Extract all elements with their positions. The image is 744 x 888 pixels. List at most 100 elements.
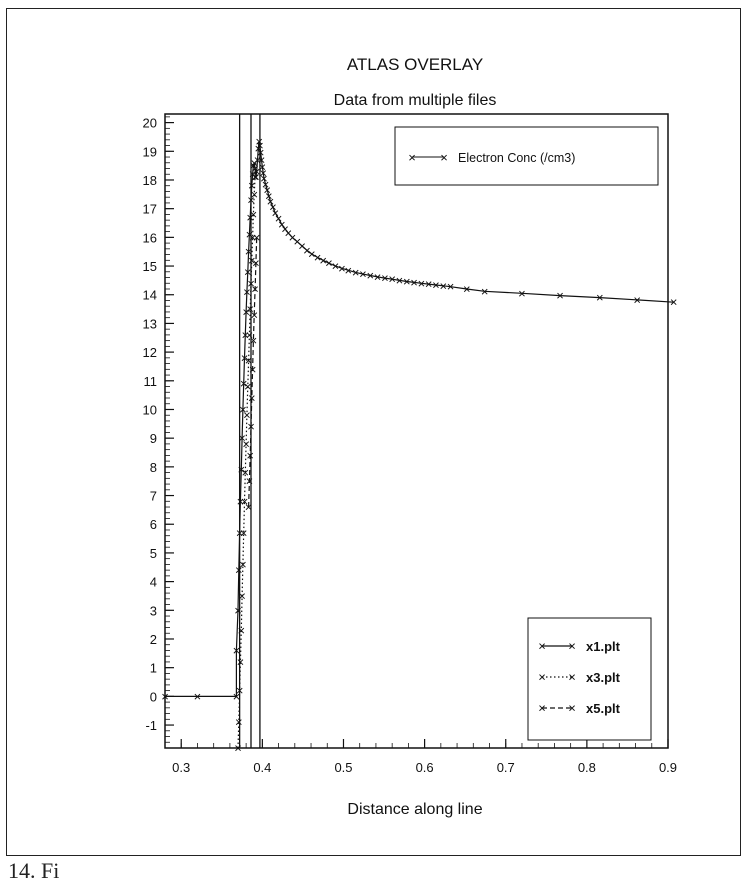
legend-quantity: × × Electron Conc (/cm3) [394,126,659,186]
data-point-marker: × [251,281,259,296]
data-point-marker: × [298,238,306,253]
data-point-marker: × [366,268,374,283]
y-tick-label: 13 [143,316,157,331]
data-point-marker: × [240,376,248,391]
data-point-marker: × [254,152,262,167]
data-point-marker: × [247,419,255,434]
data-point-marker: × [670,295,678,310]
legend-label-0: x1.plt [586,639,621,654]
data-point-marker: × [194,689,202,704]
data-point-marker: × [246,448,254,463]
data-point-marker: × [244,264,252,279]
data-point-marker: × [235,715,243,730]
data-point-marker: × [269,200,277,215]
data-point-marker: × [410,275,418,290]
data-point-marker: × [262,177,270,192]
figure-frame [6,8,741,856]
series-layer: × × ××××××××××××××××××××××××××××××××××××××… [161,134,677,756]
data-point-marker: × [246,327,254,342]
data-point-marker: × [238,588,246,603]
plot-border [164,113,669,749]
data-point-marker: × [243,284,251,299]
x-tick-label: 0.6 [416,760,434,775]
chart: ATLAS OVERLAY Data from multiple files D… [143,55,678,818]
y-tick-label: 8 [150,460,157,475]
data-point-marker: × [278,217,286,232]
data-point-marker: × [245,500,253,515]
data-point-marker: × [248,391,256,406]
data-point-marker: × [242,304,250,319]
data-point-marker: × [241,350,249,365]
chart-title: ATLAS OVERLAY [347,55,483,74]
data-point-marker: × [325,256,333,271]
legend-marker: × [538,701,546,716]
legend-marker: × [538,670,546,685]
legend-files-box [527,617,652,741]
legend-marker: × [538,639,546,654]
data-point-marker: × [314,250,322,265]
data-point-marker: × [439,278,447,293]
data-point-marker: × [234,741,242,756]
data-point-marker: × [293,234,301,249]
data-point-marker: × [396,273,404,288]
y-tick-label: 12 [143,345,157,360]
data-point-marker: × [281,221,289,236]
y-tick-label: 11 [144,374,158,389]
chart-subtitle: Data from multiple files [334,92,497,109]
legend-marker: × [568,639,576,654]
data-point-marker: × [289,230,297,245]
data-point-marker: × [319,253,327,268]
data-point-marker: × [255,134,263,149]
data-point-marker: × [425,277,433,292]
data-point-marker: × [243,408,251,423]
legend-quantity-box [394,126,659,186]
data-point-marker: × [236,683,244,698]
data-point-marker: × [481,284,489,299]
data-point-marker: × [352,265,360,280]
data-point-marker: × [246,210,254,225]
data-point-marker: × [250,207,258,222]
data-point-marker: × [252,256,260,271]
legend-label-1: x3.plt [586,670,621,685]
x-tick-label: 0.4 [253,760,271,775]
data-point-marker: × [237,654,245,669]
legend-quantity-marker-1: × [408,150,416,165]
y-tick-label: 19 [143,144,157,159]
data-point-marker: × [463,281,471,296]
data-point-marker: × [246,302,254,317]
y-tick-label: 3 [150,603,157,618]
y-tick-label: 1 [150,661,157,676]
y-tick-label: 5 [150,546,157,561]
data-point-marker: × [241,494,249,509]
data-point-marker: × [242,436,250,451]
data-point-marker: × [245,353,253,368]
legend-marker: × [568,670,576,685]
y-tick-label: 2 [150,632,157,647]
y-tick-label: 4 [150,575,157,590]
data-point-marker: × [245,244,253,259]
data-point-marker: × [238,431,246,446]
data-point-marker: × [248,178,256,193]
data-point-marker: × [359,267,367,282]
data-point-marker: × [235,563,243,578]
data-point-marker: × [432,277,440,292]
data-point-marker: × [247,276,255,291]
data-point-marker: × [249,362,257,377]
data-point-marker: × [246,474,254,489]
data-point-marker: × [250,333,258,348]
x-tick-label: 0.9 [659,760,677,775]
data-point-marker: × [250,155,258,170]
series-line-x5-plt [248,237,258,508]
data-point-marker: × [250,307,258,322]
x-tick-label: 0.5 [334,760,352,775]
y-tick-label: -1 [145,718,157,733]
data-point-marker: × [237,462,245,477]
legend-quantity-label: Electron Conc (/cm3) [458,151,575,165]
data-point-marker: × [237,623,245,638]
y-tick-label: 9 [150,431,157,446]
data-point-marker: × [259,160,267,175]
data-point-marker: × [308,246,316,261]
data-point-marker: × [242,465,250,480]
x-tick-label: 0.8 [578,760,596,775]
y-tick-label: 15 [143,259,157,274]
